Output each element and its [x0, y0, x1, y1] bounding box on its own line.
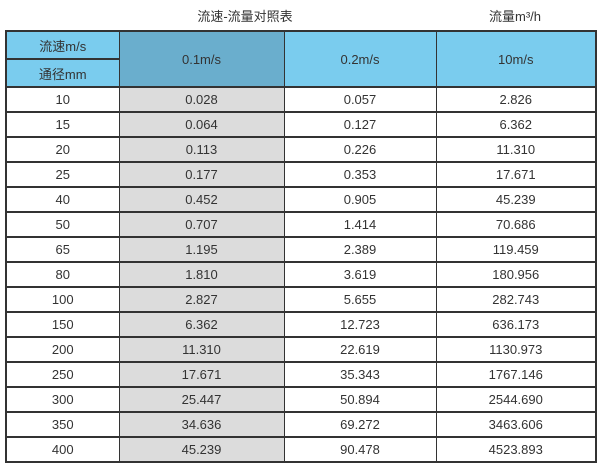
- diameter-cell: 250: [5, 361, 120, 388]
- flow-10ms-cell: 11.310: [435, 136, 597, 163]
- flow-10ms-cell: 3463.606: [435, 411, 597, 438]
- flow-0.1ms-cell: 0.452: [118, 186, 285, 213]
- flow-0.2ms-cell: 0.057: [283, 86, 437, 113]
- flow-0.1ms-cell: 17.671: [118, 361, 285, 388]
- flow-0.1ms-cell: 1.195: [118, 236, 285, 263]
- flow-10ms-cell: 180.956: [435, 261, 597, 288]
- flow-0.2ms-cell: 50.894: [283, 386, 437, 413]
- table-row: 15 0.064 0.127 6.362: [5, 111, 597, 138]
- header-col-10ms: 10m/s: [435, 30, 597, 88]
- table-row: 200 11.310 22.619 1130.973: [5, 336, 597, 363]
- table-body: 10 0.028 0.057 2.826 15 0.064 0.127 6.36…: [5, 86, 597, 463]
- diameter-cell: 100: [5, 286, 120, 313]
- flow-0.2ms-cell: 1.414: [283, 211, 437, 238]
- table-header: 流速m/s 0.1m/s 0.2m/s 10m/s 通径mm: [5, 30, 597, 88]
- flow-10ms-cell: 1767.146: [435, 361, 597, 388]
- diameter-cell: 40: [5, 186, 120, 213]
- table-row: 150 6.362 12.723 636.173: [5, 311, 597, 338]
- diameter-cell: 300: [5, 386, 120, 413]
- flow-0.2ms-cell: 35.343: [283, 361, 437, 388]
- flow-unit-title: 流量m³/h: [488, 9, 542, 24]
- flow-0.1ms-cell: 0.177: [118, 161, 285, 188]
- flow-0.1ms-cell: 25.447: [118, 386, 285, 413]
- table-row: 10 0.028 0.057 2.826: [5, 86, 597, 113]
- flow-10ms-cell: 282.743: [435, 286, 597, 313]
- flow-0.2ms-cell: 0.226: [283, 136, 437, 163]
- flow-0.1ms-cell: 11.310: [118, 336, 285, 363]
- table-row: 350 34.636 69.272 3463.606: [5, 411, 597, 438]
- flow-0.1ms-cell: 0.028: [118, 86, 285, 113]
- table-row: 300 25.447 50.894 2544.690: [5, 386, 597, 413]
- diameter-cell: 80: [5, 261, 120, 288]
- flow-0.2ms-cell: 12.723: [283, 311, 437, 338]
- flow-0.1ms-cell: 1.810: [118, 261, 285, 288]
- flow-0.1ms-cell: 0.064: [118, 111, 285, 138]
- flow-0.2ms-cell: 2.389: [283, 236, 437, 263]
- flow-10ms-cell: 70.686: [435, 211, 597, 238]
- table-row: 80 1.810 3.619 180.956: [5, 261, 597, 288]
- flow-0.2ms-cell: 69.272: [283, 411, 437, 438]
- header-velocity-label: 流速m/s: [5, 30, 120, 60]
- table-row: 250 17.671 35.343 1767.146: [5, 361, 597, 388]
- flow-10ms-cell: 2.826: [435, 86, 597, 113]
- table-row: 40 0.452 0.905 45.239: [5, 186, 597, 213]
- diameter-cell: 65: [5, 236, 120, 263]
- flow-0.2ms-cell: 0.353: [283, 161, 437, 188]
- flow-0.2ms-cell: 90.478: [283, 436, 437, 463]
- flow-10ms-cell: 45.239: [435, 186, 597, 213]
- flow-0.1ms-cell: 0.113: [118, 136, 285, 163]
- diameter-cell: 20: [5, 136, 120, 163]
- flow-0.2ms-cell: 0.127: [283, 111, 437, 138]
- diameter-cell: 350: [5, 411, 120, 438]
- flow-0.1ms-cell: 2.827: [118, 286, 285, 313]
- table-title: 流速-流量对照表: [197, 9, 293, 24]
- table-row: 400 45.239 90.478 4523.893: [5, 436, 597, 463]
- flow-0.1ms-cell: 6.362: [118, 311, 285, 338]
- flow-10ms-cell: 119.459: [435, 236, 597, 263]
- title-row: 流速-流量对照表 流量m³/h: [0, 0, 600, 30]
- flow-0.2ms-cell: 3.619: [283, 261, 437, 288]
- flow-0.2ms-cell: 5.655: [283, 286, 437, 313]
- flow-10ms-cell: 17.671: [435, 161, 597, 188]
- flow-conversion-table: 流速m/s 0.1m/s 0.2m/s 10m/s 通径mm 10 0.028 …: [5, 30, 597, 463]
- flow-0.2ms-cell: 0.905: [283, 186, 437, 213]
- diameter-cell: 50: [5, 211, 120, 238]
- table-row: 25 0.177 0.353 17.671: [5, 161, 597, 188]
- header-col-0.1ms: 0.1m/s: [118, 30, 285, 88]
- flow-10ms-cell: 1130.973: [435, 336, 597, 363]
- flow-0.1ms-cell: 34.636: [118, 411, 285, 438]
- diameter-cell: 15: [5, 111, 120, 138]
- flow-10ms-cell: 6.362: [435, 111, 597, 138]
- diameter-cell: 10: [5, 86, 120, 113]
- header-diameter-label: 通径mm: [5, 58, 120, 88]
- header-col-0.2ms: 0.2m/s: [283, 30, 437, 88]
- table-row: 65 1.195 2.389 119.459: [5, 236, 597, 263]
- diameter-cell: 25: [5, 161, 120, 188]
- flow-10ms-cell: 2544.690: [435, 386, 597, 413]
- flow-0.2ms-cell: 22.619: [283, 336, 437, 363]
- flow-0.1ms-cell: 0.707: [118, 211, 285, 238]
- flow-10ms-cell: 636.173: [435, 311, 597, 338]
- flow-10ms-cell: 4523.893: [435, 436, 597, 463]
- diameter-cell: 400: [5, 436, 120, 463]
- diameter-cell: 200: [5, 336, 120, 363]
- diameter-cell: 150: [5, 311, 120, 338]
- table-row: 100 2.827 5.655 282.743: [5, 286, 597, 313]
- table-row: 20 0.113 0.226 11.310: [5, 136, 597, 163]
- table-row: 50 0.707 1.414 70.686: [5, 211, 597, 238]
- flow-0.1ms-cell: 45.239: [118, 436, 285, 463]
